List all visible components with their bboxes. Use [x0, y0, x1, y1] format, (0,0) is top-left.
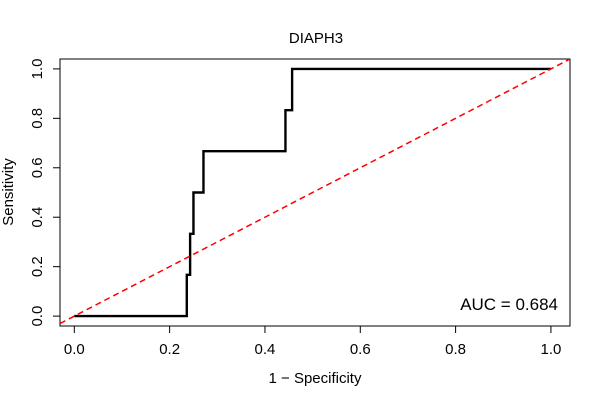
y-tick-label: 0.6: [29, 157, 46, 178]
y-axis-label: Sensitivity: [0, 158, 17, 226]
roc-curve-line: [74, 67, 551, 318]
y-tick-label: 0.0: [29, 306, 46, 327]
y-axis: 0.0 0.2 0.4 0.6 0.8 1.0: [29, 58, 61, 327]
x-tick-label: 0.6: [350, 341, 371, 358]
y-tick-label: 0.8: [29, 108, 46, 129]
x-tick-label: 1.0: [541, 341, 562, 358]
x-tick-label: 0.4: [255, 341, 276, 358]
chart-title: DIAPH3: [289, 30, 343, 47]
reference-diagonal-line: [60, 59, 570, 325]
x-tick-label: 0.8: [445, 341, 466, 358]
y-tick-label: 0.2: [29, 256, 46, 277]
series-layer: [60, 59, 570, 325]
y-tick-label: 0.4: [29, 207, 46, 228]
plot-frame: [59, 58, 571, 327]
x-axis: 0.0 0.2 0.4 0.6 0.8 1.0: [64, 325, 562, 358]
x-axis-label: 1 − Specificity: [269, 370, 362, 387]
x-tick-label: 0.2: [159, 341, 180, 358]
y-tick-label: 1.0: [29, 58, 46, 79]
x-tick-label: 0.0: [64, 341, 85, 358]
auc-annotation: AUC = 0.684: [460, 295, 558, 314]
